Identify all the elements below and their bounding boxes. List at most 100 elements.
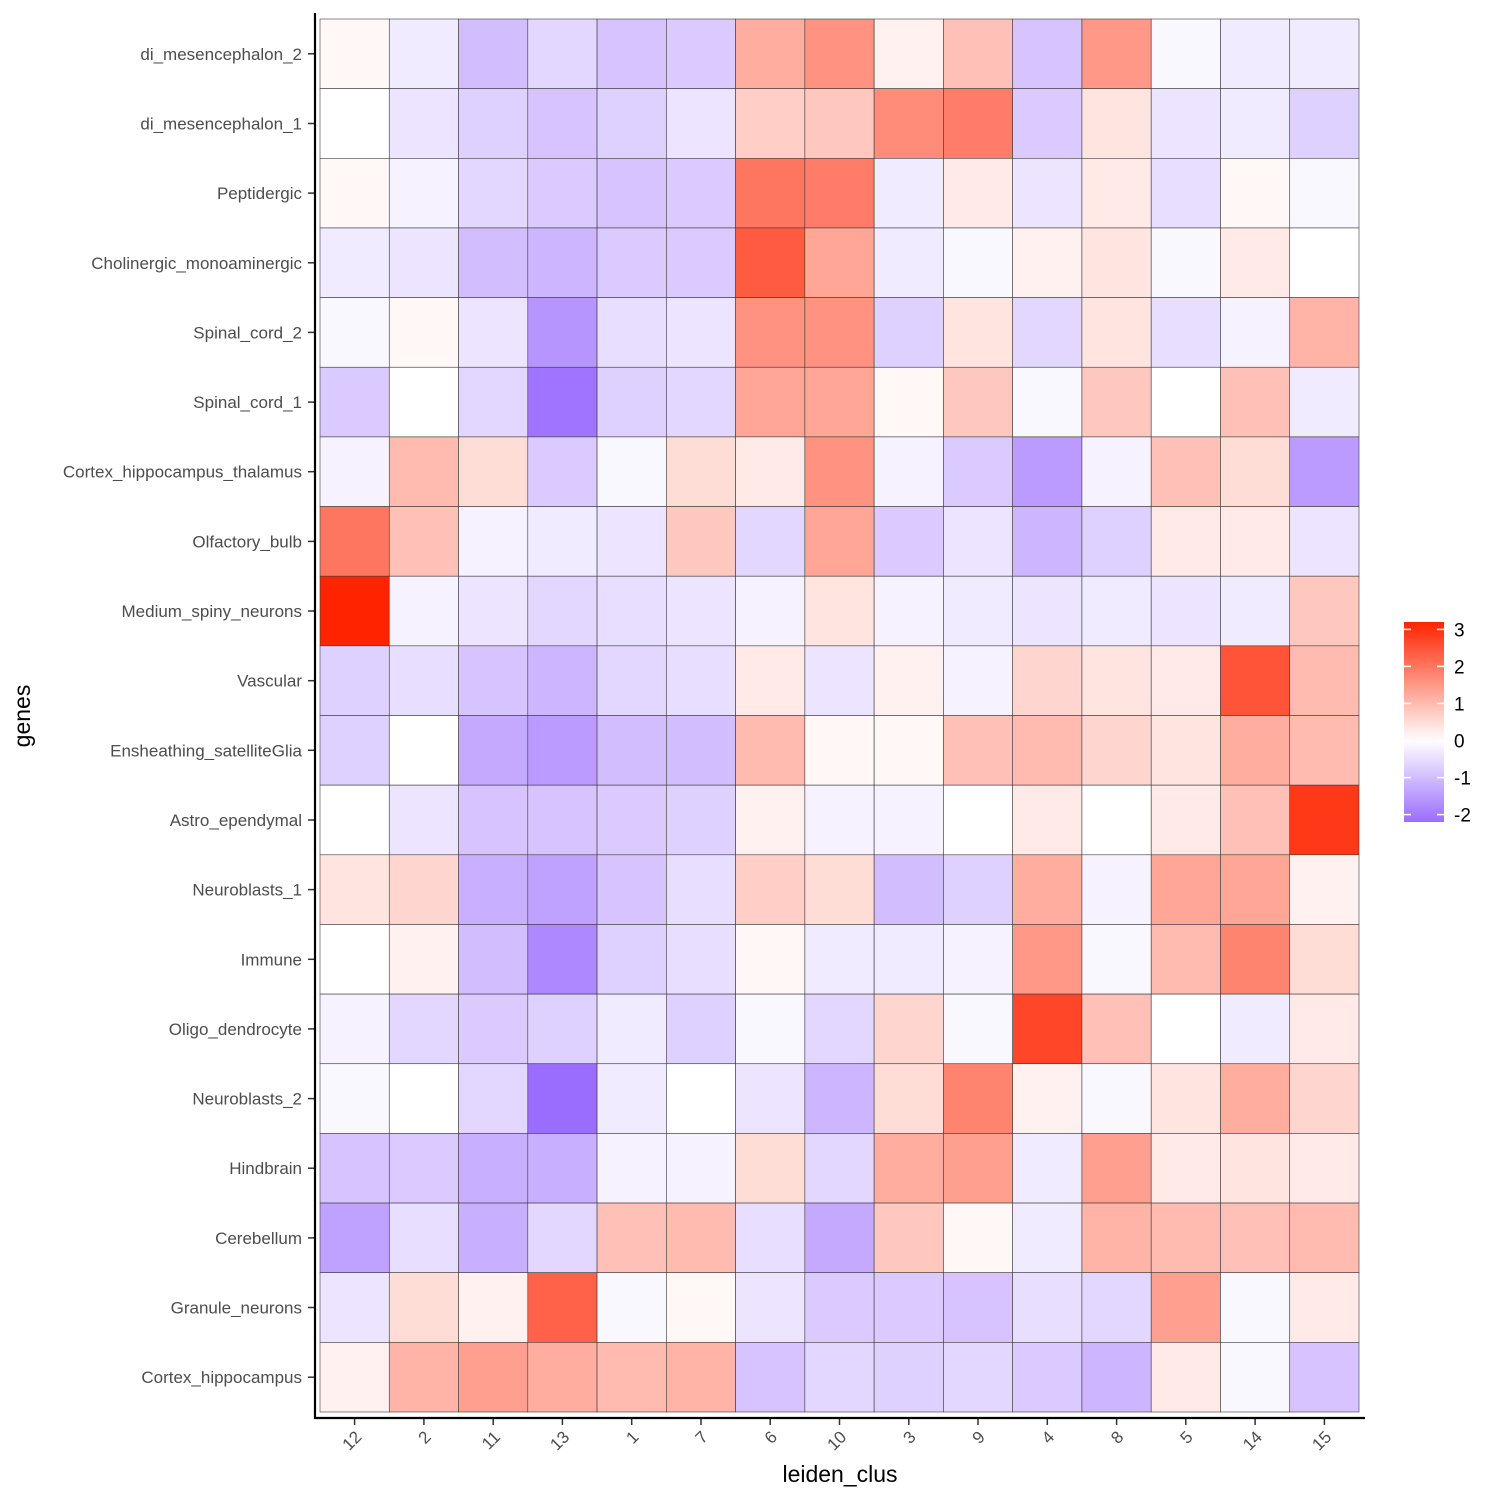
heatmap-cell — [735, 1133, 806, 1204]
heatmap-cell — [804, 297, 875, 368]
heatmap-cell — [1150, 18, 1221, 89]
heatmap-cell — [1012, 993, 1083, 1065]
colorbar-tick-label: 1 — [1454, 695, 1465, 716]
heatmap-cell — [1012, 297, 1083, 368]
heatmap-cell — [1081, 1272, 1152, 1343]
heatmap-cell — [458, 645, 529, 716]
heatmap-cell — [458, 784, 529, 856]
heatmap-cell — [873, 436, 944, 507]
heatmap-cell — [804, 575, 875, 647]
heatmap-cell — [1081, 297, 1152, 368]
heatmap-cell — [1289, 366, 1360, 438]
heatmap-cell — [943, 436, 1013, 507]
heatmap-cell — [527, 784, 598, 856]
heatmap-cell — [666, 784, 736, 856]
heatmap-cell — [1220, 158, 1291, 229]
heatmap-cell — [804, 1342, 875, 1413]
heatmap-cell — [458, 18, 529, 89]
heatmap-cell — [735, 158, 806, 229]
heatmap-cell — [596, 297, 667, 368]
heatmap-cell — [804, 1063, 875, 1134]
heatmap-cell — [1081, 1342, 1152, 1413]
heatmap-cell — [1150, 1133, 1221, 1204]
heatmap-cell — [458, 575, 529, 647]
heatmap-cell — [873, 1272, 944, 1343]
heatmap-cell — [458, 1133, 529, 1204]
x-tick-label: 7 — [692, 1427, 712, 1447]
heatmap-cell — [319, 88, 390, 159]
heatmap-cell — [804, 924, 875, 995]
heatmap-cell — [458, 924, 529, 995]
heatmap-cell — [873, 715, 944, 786]
heatmap-cell — [388, 1272, 459, 1343]
heatmap-cell — [1220, 993, 1291, 1065]
x-tick-label: 15 — [1308, 1427, 1335, 1454]
heatmap-cell — [804, 88, 875, 159]
x-tick-label: 12 — [339, 1427, 366, 1454]
heatmap-cell — [596, 506, 667, 577]
heatmap-cell — [319, 924, 390, 995]
heatmap-cell — [388, 1342, 459, 1413]
x-tick-label: 4 — [1038, 1427, 1058, 1447]
y-tick-label: Neuroblasts_1 — [192, 881, 302, 900]
heatmap-cell — [458, 227, 529, 298]
heatmap-cell — [873, 227, 944, 298]
heatmap-cell — [873, 88, 944, 159]
heatmap-cell — [527, 715, 598, 786]
heatmap-cell — [1289, 993, 1360, 1065]
heatmap-cell — [873, 366, 944, 438]
heatmap-cell — [1150, 158, 1221, 229]
heatmap-cell — [319, 784, 390, 856]
heatmap-cell — [943, 18, 1013, 89]
heatmap-cell — [804, 227, 875, 298]
heatmap-cell — [943, 1202, 1013, 1274]
heatmap-cell — [1220, 506, 1291, 577]
heatmap-cell — [943, 366, 1013, 438]
heatmap-cell — [735, 88, 806, 159]
heatmap-cell — [388, 436, 459, 507]
heatmap-cell — [1289, 227, 1360, 298]
heatmap-cell — [596, 924, 667, 995]
heatmap-cell — [527, 924, 598, 995]
heatmap-cell — [1150, 784, 1221, 856]
heatmap-cell — [943, 506, 1013, 577]
y-tick-label: Peptidergic — [217, 184, 303, 203]
heatmap-cell — [388, 18, 459, 89]
heatmap-cell — [388, 645, 459, 716]
heatmap-cell — [1081, 436, 1152, 507]
heatmap-cell — [873, 645, 944, 716]
heatmap-cell — [804, 993, 875, 1065]
heatmap-cell — [666, 1133, 736, 1204]
heatmap-cell — [1289, 854, 1360, 925]
heatmap-cell — [388, 575, 459, 647]
heatmap-cell — [388, 993, 459, 1065]
heatmap-cell — [319, 158, 390, 229]
colorbar-tick-label: 0 — [1454, 732, 1465, 753]
heatmap-cell — [1012, 227, 1083, 298]
heatmap-cell — [873, 158, 944, 229]
heatmap-cell — [1220, 715, 1291, 786]
heatmap-cell — [735, 645, 806, 716]
heatmap-cell — [596, 436, 667, 507]
heatmap-cell — [1150, 1342, 1221, 1413]
y-tick-label: Oligo_dendrocyte — [169, 1020, 302, 1039]
heatmap-cell — [596, 18, 667, 89]
x-tick-label: 2 — [415, 1427, 435, 1447]
heatmap-cell — [873, 575, 944, 647]
heatmap-cell — [458, 88, 529, 159]
y-tick-label: Olfactory_bulb — [192, 532, 302, 551]
heatmap-cell — [319, 227, 390, 298]
heatmap-cell — [458, 158, 529, 229]
x-tick-label: 10 — [824, 1427, 851, 1454]
heatmap-cell — [388, 715, 459, 786]
heatmap-cell — [1289, 1342, 1360, 1413]
heatmap-cell — [527, 854, 598, 925]
heatmap-cell — [804, 436, 875, 507]
heatmap-cell — [666, 993, 736, 1065]
heatmap-cell — [666, 18, 736, 89]
heatmap-cell — [1220, 227, 1291, 298]
heatmap-cell — [458, 993, 529, 1065]
heatmap-cell — [666, 645, 736, 716]
heatmap-cell — [527, 88, 598, 159]
